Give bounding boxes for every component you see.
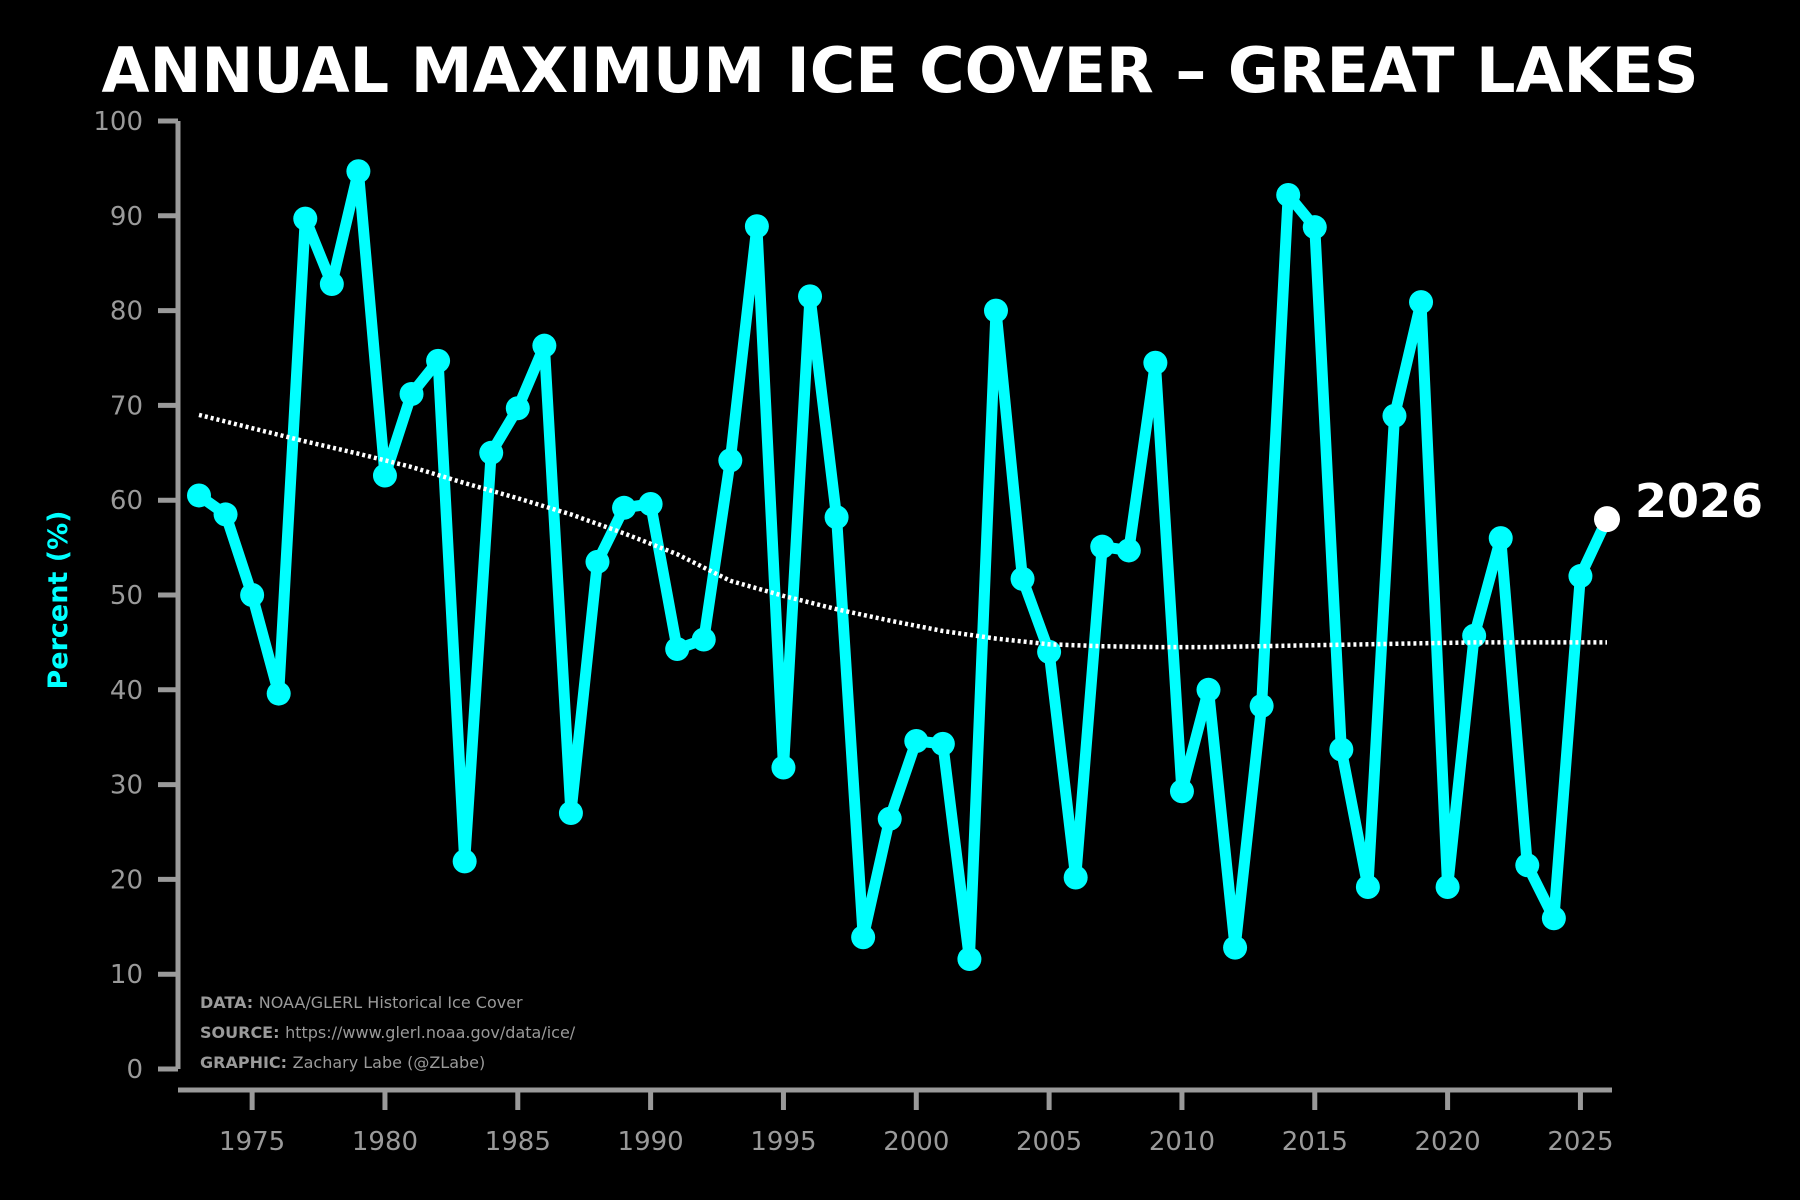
y-tick-label: 100 <box>93 107 143 137</box>
data-point <box>1302 215 1327 240</box>
credit-line: DATA: NOAA/GLERL Historical Ice Cover <box>200 993 523 1012</box>
axes <box>175 121 1612 1093</box>
data-point <box>558 801 583 826</box>
chart-title: ANNUAL MAXIMUM ICE COVER – GREAT LAKES <box>101 34 1698 107</box>
highlight-2026: 2026 <box>1594 474 1763 533</box>
data-point <box>532 333 557 358</box>
data-point <box>426 348 451 373</box>
data-point <box>983 298 1008 323</box>
credit-text: NOAA/GLERL Historical Ice Cover <box>259 993 523 1012</box>
x-tick-label: 2010 <box>1149 1127 1215 1157</box>
data-point <box>877 806 902 831</box>
data-point <box>293 206 318 231</box>
data-point <box>1515 853 1540 878</box>
x-tick-label: 2020 <box>1415 1127 1481 1157</box>
data-point <box>1488 526 1513 551</box>
data-point <box>1409 290 1434 315</box>
data-point <box>187 483 211 508</box>
data-point <box>638 491 663 516</box>
credits-block: DATA: NOAA/GLERL Historical Ice Cover SOU… <box>200 993 576 1072</box>
credit-line: GRAPHIC: Zachary Labe (@ZLabe) <box>200 1053 485 1072</box>
y-tick-label: 50 <box>110 581 143 611</box>
data-point <box>1116 538 1141 563</box>
x-tick-label: 2015 <box>1282 1127 1348 1157</box>
data-point <box>904 728 929 753</box>
data-point <box>319 272 344 297</box>
data-point <box>851 925 876 950</box>
credit-key: DATA: <box>200 993 259 1012</box>
y-tick-label: 0 <box>126 1055 143 1085</box>
trend-series <box>198 412 1607 650</box>
credit-key: SOURCE: <box>200 1023 285 1042</box>
ice-cover-line <box>193 165 1613 965</box>
data-point <box>1435 874 1460 899</box>
data-point <box>824 505 849 530</box>
x-tick-label: 1980 <box>352 1127 418 1157</box>
x-tick-label: 2000 <box>883 1127 949 1157</box>
data-point <box>1249 693 1274 718</box>
x-tick-label: 2025 <box>1547 1127 1613 1157</box>
data-point <box>1169 779 1194 804</box>
credit-text: https://www.glerl.noaa.gov/data/ice/ <box>285 1023 576 1042</box>
data-point <box>612 495 637 520</box>
credit-text: Zachary Labe (@ZLabe) <box>293 1053 486 1072</box>
data-point <box>399 382 424 407</box>
data-point <box>665 637 690 662</box>
data-point <box>1568 564 1593 589</box>
data-point <box>1223 935 1248 960</box>
data-point <box>1355 874 1380 899</box>
ice-cover-series <box>187 159 1613 972</box>
x-tick-label: 1985 <box>485 1127 551 1157</box>
y-tick-label: 90 <box>110 202 143 232</box>
data-point <box>718 448 743 473</box>
data-point <box>505 396 530 421</box>
x-tick-label: 1995 <box>750 1127 816 1157</box>
highlight-label: 2026 <box>1635 474 1763 528</box>
x-ticks: 1975 1980 1985 1990 1995 2000 2005 2010 2015 2020… <box>219 1090 1614 1157</box>
y-axis-label: Percent (%) <box>43 511 74 690</box>
y-tick-label: 80 <box>110 297 143 327</box>
data-point <box>1063 865 1088 890</box>
data-point <box>798 284 823 309</box>
data-point <box>479 440 504 465</box>
data-point <box>957 947 982 972</box>
credit-key: GRAPHIC: <box>200 1053 293 1072</box>
data-point <box>1010 566 1035 591</box>
trend-line <box>198 412 1607 650</box>
data-point <box>1382 403 1407 428</box>
data-point <box>1329 737 1354 762</box>
data-point <box>266 681 291 706</box>
data-point <box>213 502 238 527</box>
y-tick-label: 20 <box>110 865 143 895</box>
y-tick-label: 40 <box>110 676 143 706</box>
data-point <box>1276 182 1301 207</box>
x-tick-label: 1990 <box>618 1127 684 1157</box>
data-point <box>930 731 955 756</box>
y-tick-label: 70 <box>110 391 143 421</box>
data-point <box>240 583 265 607</box>
y-ticks: 0 10 20 30 40 50 60 70 80 90 100 <box>93 107 178 1085</box>
data-point <box>585 549 610 574</box>
data-point <box>372 463 397 488</box>
x-tick-label: 2005 <box>1016 1127 1082 1157</box>
data-point <box>452 849 477 874</box>
y-tick-label: 30 <box>110 771 143 801</box>
credit-line: SOURCE: https://www.glerl.noaa.gov/data/… <box>200 1023 576 1042</box>
data-point <box>691 627 716 652</box>
data-point <box>1143 350 1168 375</box>
highlight-point <box>1594 506 1620 533</box>
data-point <box>1541 906 1566 931</box>
data-point <box>1196 677 1221 702</box>
data-point <box>346 159 371 184</box>
y-tick-label: 10 <box>110 960 143 990</box>
data-point <box>744 214 769 239</box>
x-tick-label: 1975 <box>219 1127 285 1157</box>
data-point <box>771 755 796 780</box>
data-point <box>1090 534 1115 559</box>
y-tick-label: 60 <box>110 486 143 516</box>
